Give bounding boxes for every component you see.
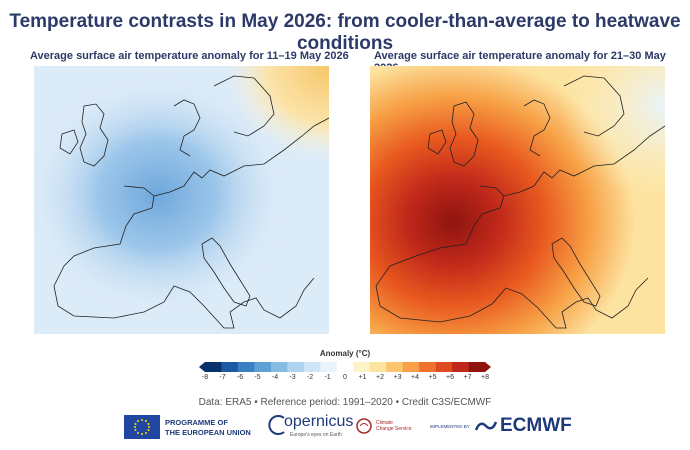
coastlines (375, 75, 665, 329)
colorbar-swatch (336, 362, 354, 372)
near-average-northeast-field (370, 66, 665, 334)
colorbar-tick-label: -1 (324, 374, 331, 381)
colorbar-swatch (386, 362, 403, 372)
logo-bar: PROGRAMME OF THE EUROPEAN UNION opernicu… (0, 412, 690, 442)
colorbar-swatch (221, 362, 239, 372)
colorbar-tick-label: +7 (463, 374, 472, 381)
page-title: Temperature contrasts in May 2026: from … (9, 11, 681, 54)
implemented-by-label: IMPLEMENTED BY (430, 424, 470, 429)
colorbar-swatch (320, 362, 338, 372)
map-heatwave-anomaly (370, 66, 665, 334)
colorbar-tick-label: +1 (358, 374, 367, 381)
map-cool-anomaly (34, 66, 329, 334)
colorbar (199, 362, 491, 372)
eu-flag-icon (124, 415, 160, 439)
coastlines (53, 75, 329, 329)
colorbar-swatch (402, 362, 420, 372)
ecmwf-swirl-icon (474, 421, 498, 431)
colorbar-tick-label: -8 (201, 374, 209, 381)
colorbar-swatch (435, 362, 453, 372)
colorbar-swatch (205, 362, 222, 372)
colorbar-ticks: -8 -7 -6 -5 -4 -3 -2 -1 0 +1 +2 +3 +4 +5 +6 +7 +8 (201, 374, 489, 384)
left-map-subtitle: Average surface air temperature anomaly … (30, 50, 349, 62)
colorbar-swatch (419, 362, 436, 372)
c3s-line-1: Climate (376, 420, 393, 426)
colorbar-swatch (254, 362, 272, 372)
colorbar-tick-label: -3 (289, 374, 296, 381)
warm-northeast-field (34, 66, 329, 334)
colorbar-tick-label: 0 (343, 374, 347, 381)
c3s-label: Climate Change Service (376, 420, 412, 432)
eu-line-1: PROGRAMME OF (165, 418, 228, 427)
data-credit: Data: ERA5 • Reference period: 1991–2020… (198, 397, 492, 408)
colorbar-swatch (369, 362, 387, 372)
colorbar-min-arrow (199, 362, 205, 372)
legend-title: Anomaly (°C) (319, 349, 371, 358)
colorbar-swatch (468, 362, 486, 372)
colorbar-tick-label: -4 (271, 374, 279, 381)
colorbar-swatch (452, 362, 469, 372)
colorbar-swatch (353, 362, 371, 372)
colorbar-tick-label: +4 (411, 374, 419, 381)
eu-programme-label: PROGRAMME OF THE EUROPEAN UNION (165, 418, 251, 438)
colorbar-tick-label: +5 (428, 374, 437, 381)
colorbar-swatch (303, 362, 321, 372)
ecmwf-logo: ECMWF (500, 415, 572, 436)
copernicus-tagline: Europe's eyes on Earth (290, 432, 342, 438)
colorbar-tick-label: +6 (446, 374, 454, 381)
c3s-line-2: Change Service (376, 426, 412, 432)
copernicus-c-icon (268, 415, 285, 435)
c3s-icon (356, 418, 372, 434)
copernicus-logo: opernicus (284, 413, 354, 430)
colorbar-tick-label: +2 (376, 374, 384, 381)
colorbar-swatch (270, 362, 288, 372)
colorbar-tick-label: -7 (219, 374, 226, 381)
colorbar-max-arrow (485, 362, 491, 372)
colorbar-swatch (237, 362, 255, 372)
colorbar-swatch (287, 362, 305, 372)
eu-line-2: THE EUROPEAN UNION (165, 428, 251, 437)
colorbar-tick-label: +8 (481, 374, 489, 381)
colorbar-tick-label: -2 (306, 374, 314, 381)
colorbar-tick-label: -6 (236, 374, 244, 381)
colorbar-tick-label: +3 (393, 374, 402, 381)
colorbar-tick-label: -5 (254, 374, 261, 381)
